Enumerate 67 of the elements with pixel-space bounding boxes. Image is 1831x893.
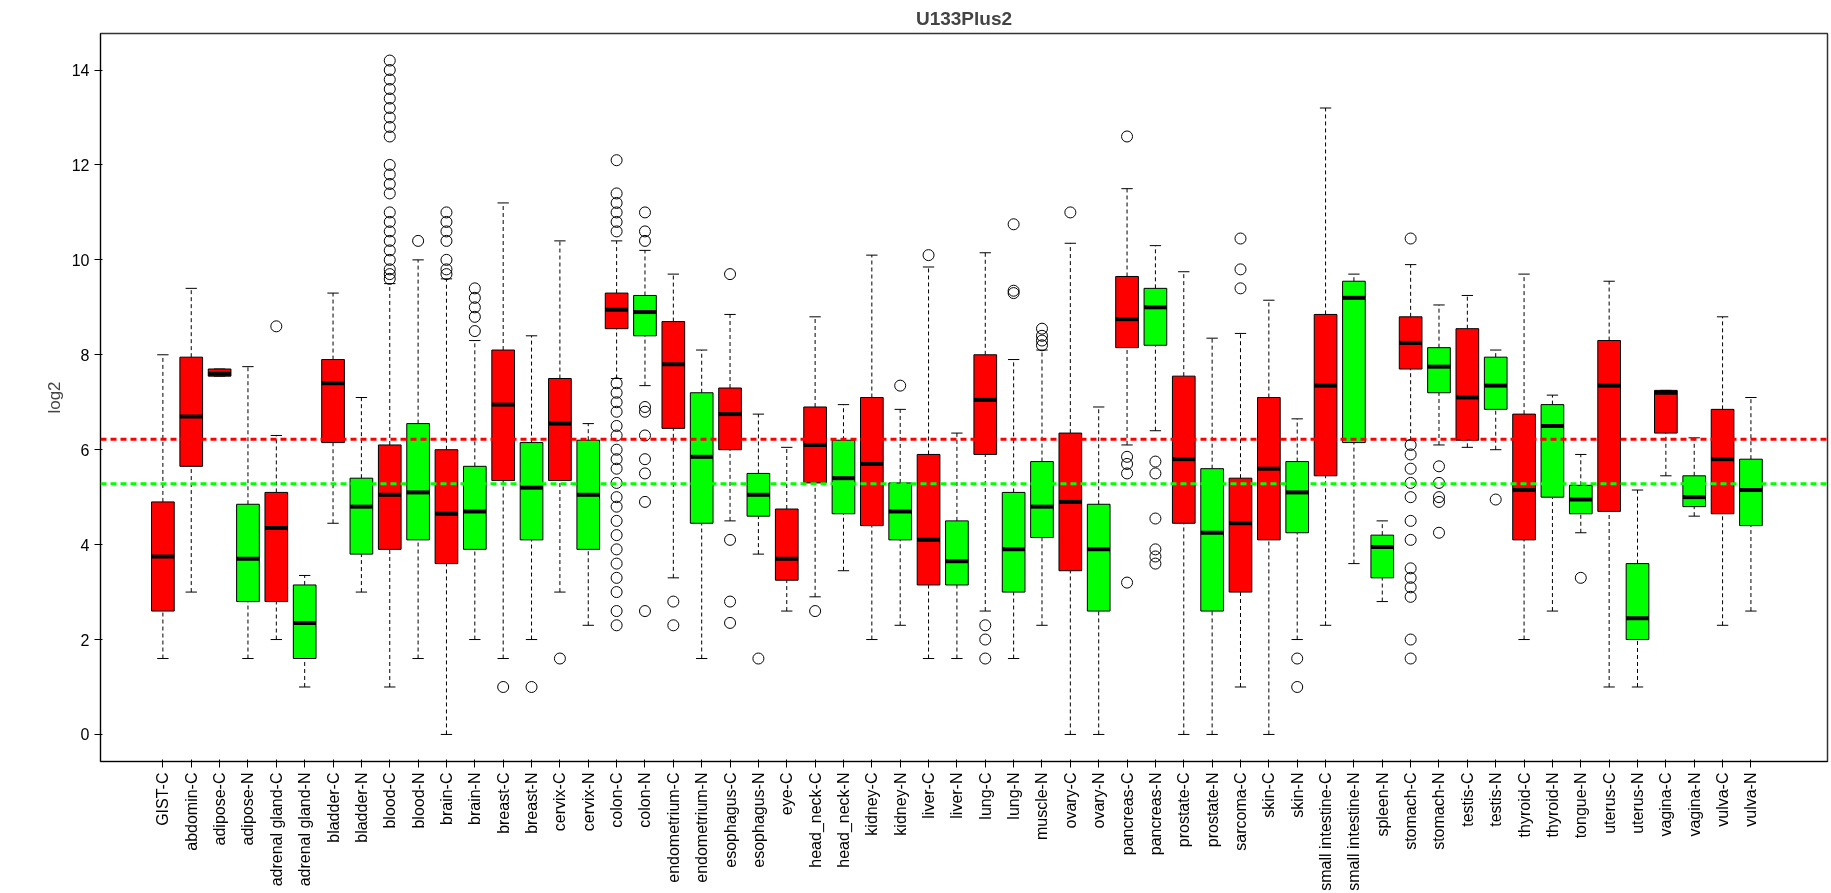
x-tick-label: adipose-C: [211, 772, 229, 846]
x-tick-label: GIST-C: [154, 772, 172, 826]
x-tick-label: head_neck-C: [806, 772, 825, 868]
x-tick-label: abdomin-C: [182, 772, 200, 851]
x-tick-label: testis-C: [1458, 772, 1476, 827]
y-tick-label: 0: [80, 726, 90, 744]
x-tick-label: brain-C: [437, 772, 455, 825]
x-tick-label: muscle-N: [1033, 772, 1051, 841]
x-tick-label: skin-N: [1288, 772, 1306, 818]
x-tick-label: lung-C: [976, 772, 994, 820]
x-tick-label: spleen-N: [1373, 772, 1391, 837]
y-tick-label: 6: [80, 441, 90, 459]
x-tick-label: blood-N: [409, 772, 427, 829]
x-tick-label: tongue-N: [1572, 772, 1590, 839]
x-tick-label: small intestine-C: [1317, 772, 1335, 891]
x-tick-label: uterus-C: [1600, 772, 1618, 834]
x-tick-label: kidney-N: [891, 772, 909, 836]
x-tick-label: esophagus-N: [749, 772, 767, 868]
x-tick-label: breast-C: [494, 772, 512, 834]
x-tick-label: testis-N: [1487, 772, 1505, 827]
x-tick-label: cervix-N: [579, 772, 597, 832]
x-tick-label: endometrium-C: [664, 772, 682, 883]
x-tick-label: eye-C: [778, 772, 796, 816]
x-tick-label: liver-N: [948, 772, 966, 819]
y-axis-title: log2: [44, 381, 64, 414]
x-tick-label: vulva-C: [1714, 772, 1732, 827]
x-tick-label: ovary-N: [1090, 772, 1108, 829]
x-tick-label: thyroid-C: [1515, 772, 1533, 838]
x-tick-label: bladder-C: [324, 772, 342, 843]
y-tick-label: 14: [71, 62, 90, 80]
x-tick-label: prostate-N: [1203, 772, 1221, 848]
x-tick-label: prostate-C: [1175, 772, 1193, 848]
x-tick-label: stomach-C: [1402, 772, 1420, 850]
x-tick-label: vagina-C: [1657, 772, 1675, 837]
x-tick-label: adrenal gland-N: [296, 772, 314, 887]
x-tick-label: ovary-C: [1061, 772, 1079, 829]
x-tick-label: small intestine-N: [1345, 772, 1363, 891]
y-tick-label: 8: [80, 346, 90, 364]
chart-title: U133Plus2: [915, 7, 1013, 29]
x-tick-label: blood-C: [381, 772, 399, 829]
x-tick-label: cervix-C: [551, 772, 569, 832]
x-tick-label: thyroid-N: [1543, 772, 1561, 838]
x-tick-label: adipose-N: [239, 772, 257, 846]
x-tick-label: uterus-N: [1629, 772, 1646, 834]
x-tick-label: kidney-C: [863, 772, 881, 836]
x-tick-label: skin-C: [1260, 772, 1278, 818]
x-tick-label: bladder-N: [352, 772, 370, 843]
x-tick-label: vulva-N: [1742, 772, 1760, 827]
x-tick-label: sarcoma-C: [1231, 772, 1249, 851]
x-tick-label: breast-N: [523, 772, 541, 834]
y-tick-label: 2: [80, 631, 90, 649]
x-tick-label: lung-N: [1005, 772, 1023, 820]
y-tick-label: 4: [80, 536, 90, 554]
x-tick-label: liver-C: [920, 772, 938, 819]
y-tick-label: 12: [71, 156, 90, 174]
y-tick-label: 10: [71, 251, 90, 269]
x-tick-label: pancreas-C: [1118, 772, 1136, 856]
x-tick-label: colon-N: [636, 772, 654, 828]
x-tick-label: esophagus-C: [721, 772, 739, 868]
x-tick-label: brain-N: [466, 772, 484, 825]
x-tick-label: stomach-N: [1430, 772, 1448, 850]
x-tick-label: colon-C: [608, 772, 626, 828]
x-tick-label: adrenal gland-C: [267, 772, 285, 887]
x-tick-label: vagina-N: [1685, 772, 1703, 837]
x-tick-label: endometrium-N: [693, 772, 711, 883]
x-tick-label: pancreas-N: [1146, 772, 1164, 856]
x-tick-label: head_neck-N: [834, 772, 853, 868]
